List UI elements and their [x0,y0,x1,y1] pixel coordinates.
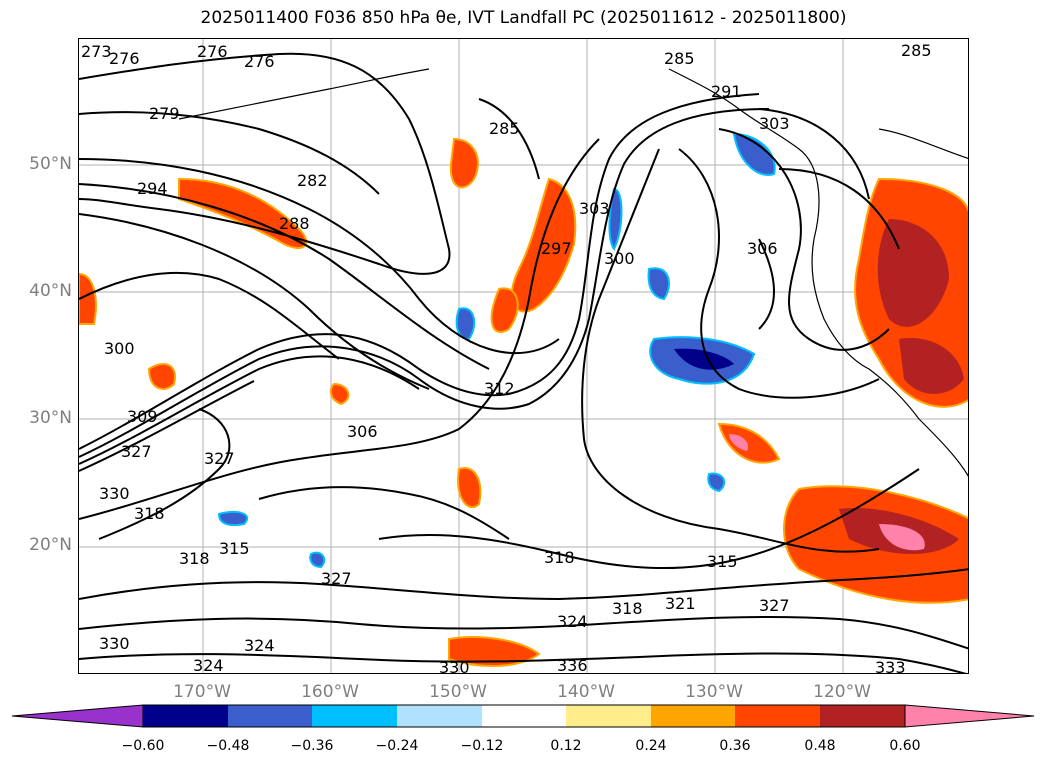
contour-label: 309 [127,407,158,426]
lat-label: 30°N [29,408,72,428]
colorbar-segment [904,704,1035,728]
contour-label: 312 [484,379,515,398]
contour-label: 321 [665,594,696,613]
colorbar-segment [143,705,228,727]
contour-label: 306 [347,422,378,441]
contour-label: 330 [99,634,130,653]
contour-label: 306 [747,239,778,258]
contour-label: 276 [197,42,228,61]
contour-label: 288 [279,214,310,233]
colorbar-segment [312,705,397,727]
colorbar-tick: 0.24 [635,738,667,754]
contour-label: 318 [179,549,210,568]
colorbar-tick: −0.60 [121,738,165,754]
colorbar-segment [11,704,144,728]
colorbar-segment [820,705,905,727]
colorbar-segment [566,705,651,727]
contour-label: 315 [707,552,738,571]
lon-label: 130°W [685,682,743,702]
contour-labels: 273 276 276 276 279 282 285 285 285 288 … [81,41,932,674]
contour-label: 300 [104,339,135,358]
colorbar-segment [228,705,312,727]
colorbar-tick: 0.60 [889,738,921,754]
contour-label: 327 [121,442,152,461]
contour-label: 273 [81,42,112,61]
coastline [178,68,968,477]
contour-label: 336 [557,656,588,674]
contour-label: 285 [664,49,695,68]
map-panel: 273 276 276 276 279 282 285 285 285 288 … [78,38,969,674]
contour-label: 318 [134,504,165,523]
colorbar-tick: 0.12 [550,738,582,754]
contour-label: 303 [579,199,610,218]
contour-label: 303 [759,114,790,133]
contour-label: 330 [99,484,130,503]
contour-label: 300 [604,249,635,268]
contour-label: 315 [219,539,250,558]
contour-label: 324 [557,612,588,631]
lon-label: 120°W [813,682,871,702]
colorbar-tick: −0.48 [206,738,250,754]
contour-label: 330 [439,658,470,674]
contour-label: 324 [244,636,275,655]
contour-label: 276 [244,52,275,71]
contour-label: 294 [137,179,168,198]
ivt-negative-shading [217,132,776,569]
contour-label: 291 [711,82,742,101]
contour-label: 276 [109,49,140,68]
lon-label: 140°W [557,682,615,702]
contour-label: 318 [544,548,575,567]
colorbar-tick: 0.48 [804,738,836,754]
colorbar-tick: −0.24 [375,738,419,754]
contour-label: 333 [875,658,906,674]
lon-label: 160°W [301,682,359,702]
contour-label: 327 [759,596,790,615]
contour-label: 285 [901,41,932,60]
ivt-positive-shading [79,137,968,667]
lon-label: 150°W [429,682,487,702]
colorbar-segment [651,705,735,727]
colorbar-tick: −0.36 [290,738,334,754]
colorbar-segment [482,705,566,727]
contour-label: 279 [149,104,180,123]
contour-label: 327 [321,569,352,588]
contour-label: 327 [204,449,235,468]
colorbar [11,704,1035,728]
colorbar-tick: −0.12 [460,738,504,754]
map-canvas: 273 276 276 276 279 282 285 285 285 288 … [79,39,968,674]
contour-label: 285 [489,119,520,138]
theta-e-contours [79,52,968,673]
contour-label: 282 [297,171,328,190]
contour-label: 318 [612,599,643,618]
lat-label: 20°N [29,535,72,555]
colorbar-segment [735,705,820,727]
map-title: 2025011400 F036 850 hPa θe, IVT Landfall… [200,8,847,28]
contour-label: 324 [193,656,224,674]
colorbar-tick: 0.36 [719,738,751,754]
colorbar-segment [397,705,482,727]
lon-label: 170°W [173,682,231,702]
lat-label: 50°N [29,154,72,174]
lat-label: 40°N [29,281,72,301]
contour-label: 297 [541,239,572,258]
